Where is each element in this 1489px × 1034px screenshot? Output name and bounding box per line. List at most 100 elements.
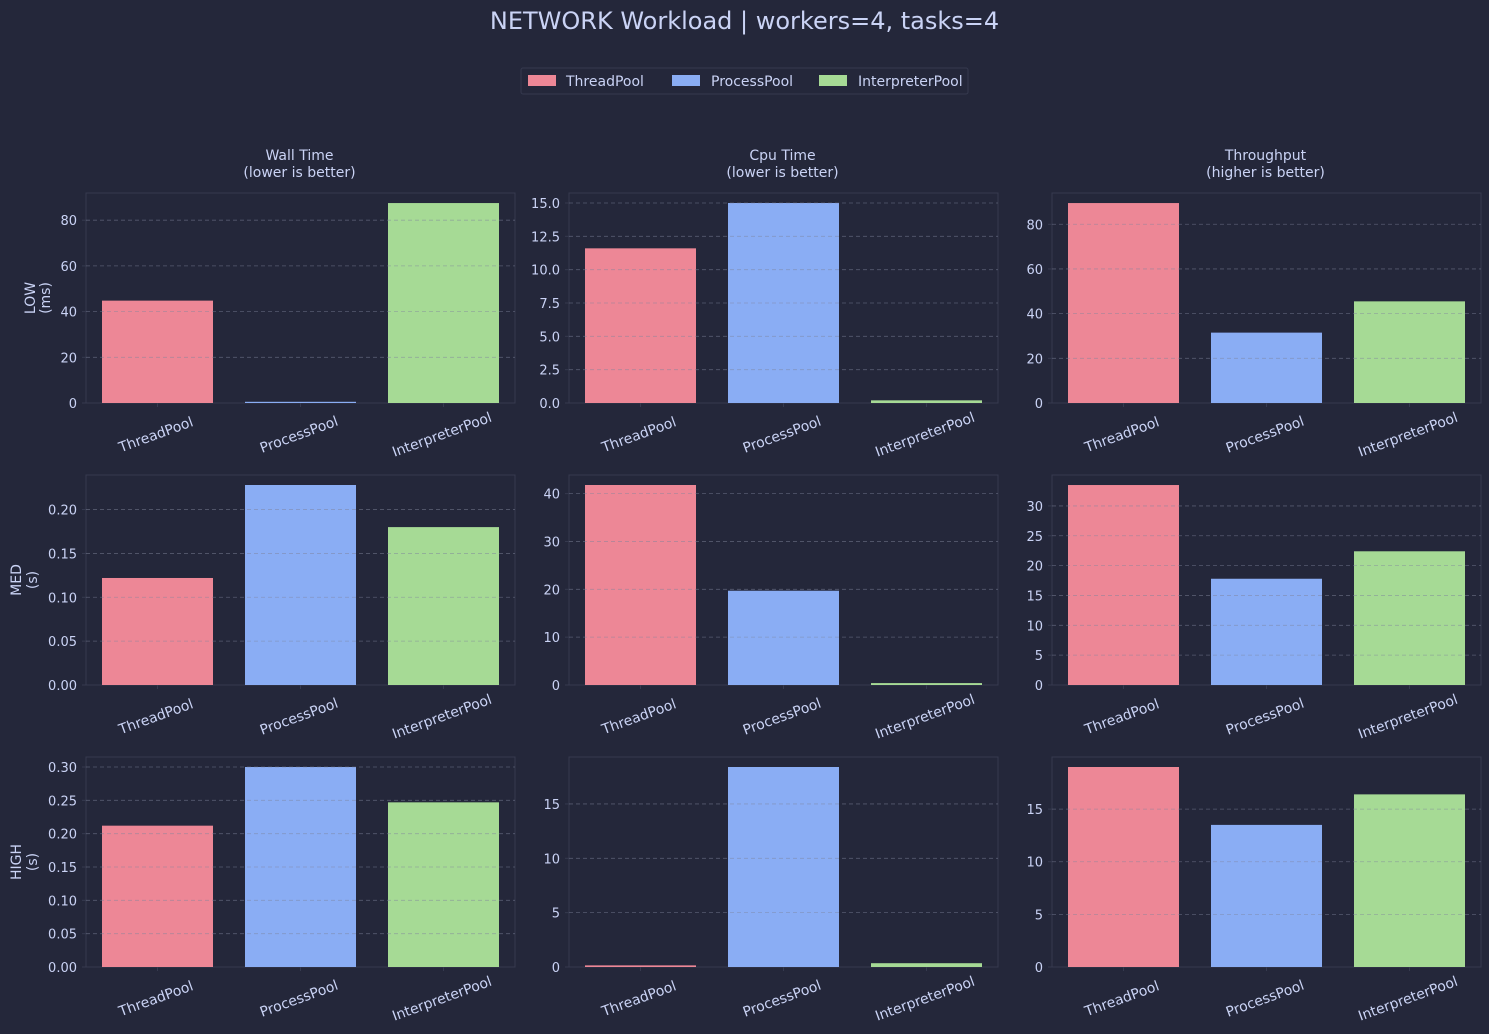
legend-frame <box>520 67 969 95</box>
y-tick-label: 40 <box>543 488 560 503</box>
panel-med-cpu-time: 0 10 20 30 40 ThreadPool ProcessPool Interprete… <box>543 474 999 743</box>
y-tick-label: 20 <box>60 351 77 366</box>
row-label-med: MED <box>9 564 25 596</box>
x-tick-label-interpreterpool: InterpreterPool <box>1356 692 1460 743</box>
x-tick-label-processpool: ProcessPool <box>741 978 824 1021</box>
bar-processpool <box>1211 578 1322 685</box>
y-tick-label: 5 <box>552 907 560 922</box>
row-unit-high: (s) <box>25 853 41 871</box>
legend-entry-interpreterpool: InterpreterPool <box>819 74 963 90</box>
x-tick-label-threadpool: ThreadPool <box>599 414 679 456</box>
y-tick-label: 0 <box>552 961 560 976</box>
y-tick-label: 15.0 <box>531 197 560 212</box>
panel-low-throughput: 0 20 40 60 80 ThreadPool ProcessPool Interprete… <box>1026 192 1482 461</box>
y-tick-label: 15 <box>1026 589 1043 604</box>
column-title-wall-time: Wall Time <box>265 148 333 164</box>
x-tick-label-processpool: ProcessPool <box>258 696 341 739</box>
panel-low-wall-time: 0 20 40 60 80 ThreadPool ProcessPool Interprete… <box>60 192 516 461</box>
bar-interpreterpool <box>871 400 982 403</box>
row-label-high: HIGH <box>9 844 25 880</box>
y-tick-label: 0.10 <box>48 591 77 606</box>
x-tick-label-interpreterpool: InterpreterPool <box>1356 410 1460 461</box>
x-tick-label-threadpool: ThreadPool <box>1082 414 1162 456</box>
y-tick-label: 30 <box>1026 500 1043 515</box>
x-tick-label-threadpool: ThreadPool <box>116 414 196 456</box>
y-tick-label: 30 <box>543 535 560 550</box>
y-tick-label: 40 <box>60 306 77 321</box>
x-tick-label-threadpool: ThreadPool <box>116 696 196 738</box>
column-title-cpu-time: Cpu Time <box>749 148 815 164</box>
bar-threadpool <box>1068 485 1179 685</box>
legend-swatch-interpreterpool <box>819 75 847 86</box>
legend-label-processpool: ProcessPool <box>711 74 793 90</box>
panel-high-cpu-time: 0 5 10 15 ThreadPool ProcessPool InterpreterPo… <box>543 756 999 1025</box>
y-tick-label: 0.20 <box>48 828 77 843</box>
y-tick-label: 0 <box>69 397 77 412</box>
x-tick-label-interpreterpool: InterpreterPool <box>390 410 494 461</box>
legend-swatch-threadpool <box>528 75 556 86</box>
panel-high-throughput: 0 5 10 15 ThreadPool ProcessPool InterpreterPo… <box>1026 756 1482 1025</box>
y-tick-label: 15 <box>1026 803 1043 818</box>
x-tick-label-interpreterpool: InterpreterPool <box>390 692 494 743</box>
x-tick-label-processpool: ProcessPool <box>1224 978 1307 1021</box>
bar-interpreterpool <box>388 527 499 685</box>
bar-processpool <box>1211 332 1322 403</box>
x-tick-label-processpool: ProcessPool <box>741 696 824 739</box>
column-subtitle-wall-time: (lower is better) <box>243 165 355 181</box>
row-unit-med: (s) <box>25 571 41 589</box>
bar-interpreterpool <box>871 683 982 685</box>
y-tick-label: 0.05 <box>48 635 77 650</box>
bar-processpool <box>245 485 356 685</box>
y-tick-label: 2.5 <box>539 364 560 379</box>
y-tick-label: 0.15 <box>48 861 77 876</box>
y-tick-label: 0.10 <box>48 894 77 909</box>
y-tick-label: 15 <box>543 798 560 813</box>
bar-interpreterpool <box>871 963 982 967</box>
column-subtitle-throughput: (higher is better) <box>1206 165 1325 181</box>
legend-swatch-processpool <box>672 75 700 86</box>
y-tick-label: 25 <box>1026 530 1043 545</box>
bar-processpool <box>1211 824 1322 967</box>
y-tick-label: 20 <box>1026 560 1043 575</box>
x-tick-label-interpreterpool: InterpreterPool <box>873 974 977 1025</box>
y-tick-label: 20 <box>543 583 560 598</box>
bar-threadpool <box>102 300 213 403</box>
bar-interpreterpool <box>1354 794 1465 967</box>
y-tick-label: 0 <box>1035 679 1043 694</box>
y-tick-label: 0.15 <box>48 547 77 562</box>
legend-entry-threadpool: ThreadPool <box>528 74 644 90</box>
x-tick-label-interpreterpool: InterpreterPool <box>390 974 494 1025</box>
bar-threadpool <box>1068 203 1179 403</box>
panels: 0 20 40 60 80 ThreadPool ProcessPool Interprete… <box>48 192 1482 1025</box>
x-tick-label-processpool: ProcessPool <box>1224 414 1307 457</box>
y-tick-label: 0.20 <box>48 504 77 519</box>
y-tick-label: 0 <box>552 679 560 694</box>
x-tick-label-processpool: ProcessPool <box>258 414 341 457</box>
bar-threadpool <box>1068 767 1179 967</box>
y-tick-label: 0.30 <box>48 761 77 776</box>
x-tick-label-threadpool: ThreadPool <box>599 696 679 738</box>
legend: ThreadPool ProcessPool InterpreterPool <box>520 67 969 95</box>
y-tick-label: 10 <box>1026 856 1043 871</box>
x-tick-label-interpreterpool: InterpreterPool <box>873 410 977 461</box>
bar-threadpool <box>102 577 213 685</box>
y-tick-label: 7.5 <box>539 297 560 312</box>
y-tick-label: 10 <box>1026 619 1043 634</box>
x-tick-label-threadpool: ThreadPool <box>116 978 196 1020</box>
y-tick-label: 40 <box>1026 308 1043 323</box>
legend-label-threadpool: ThreadPool <box>565 74 644 90</box>
y-tick-label: 0.25 <box>48 794 77 809</box>
y-tick-label: 10 <box>543 631 560 646</box>
bar-interpreterpool <box>388 203 499 403</box>
y-tick-label: 5 <box>1035 649 1043 664</box>
bar-threadpool <box>585 965 696 967</box>
y-tick-label: 10 <box>543 852 560 867</box>
y-tick-label: 12.5 <box>531 230 560 245</box>
x-tick-label-threadpool: ThreadPool <box>1082 978 1162 1020</box>
y-tick-label: 0 <box>1035 397 1043 412</box>
y-tick-label: 0.00 <box>48 961 77 976</box>
y-tick-label: 0.00 <box>48 679 77 694</box>
panel-med-wall-time: 0.00 0.05 0.10 0.15 0.20 ThreadPool ProcessPoo… <box>48 474 516 743</box>
row-unit-low: (ms) <box>38 282 54 314</box>
panel-med-throughput: 0 5 10 15 20 25 30 ThreadPool ProcessPool Interpr… <box>1026 474 1482 743</box>
